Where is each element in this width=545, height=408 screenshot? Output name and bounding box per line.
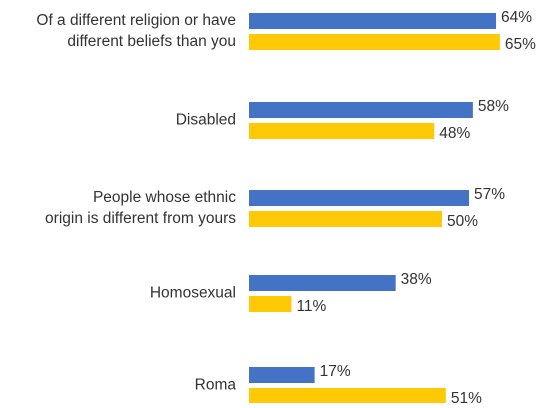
category-label: People whose ethnic <box>93 189 236 206</box>
data-label: 48% <box>439 125 470 142</box>
category-label: Homosexual <box>150 285 236 302</box>
bar <box>249 367 315 383</box>
bar <box>249 13 497 29</box>
category-label: origin is different from yours <box>45 210 236 227</box>
data-label: 38% <box>401 271 432 288</box>
data-label: 11% <box>296 298 326 315</box>
category-label: Of a different religion or have <box>36 12 236 29</box>
plot-area: Of a different religion or have different… <box>36 9 536 407</box>
bar <box>249 34 500 50</box>
bar <box>249 102 473 118</box>
bar <box>249 211 442 227</box>
bar <box>249 275 396 291</box>
data-label: 64% <box>501 9 532 26</box>
data-label: 51% <box>451 390 482 403</box>
bar <box>249 190 470 206</box>
bar <box>249 296 292 312</box>
data-label: 65% <box>505 36 536 53</box>
data-label: 58% <box>478 98 509 115</box>
data-label: 50% <box>447 213 478 230</box>
bar <box>249 388 446 404</box>
category-label: Roma <box>195 377 237 394</box>
bar <box>249 123 435 139</box>
data-label: 57% <box>474 186 505 203</box>
category-label: Disabled <box>176 112 236 129</box>
category-label: different beliefs than you <box>67 33 236 50</box>
data-label: 17% <box>320 363 351 380</box>
